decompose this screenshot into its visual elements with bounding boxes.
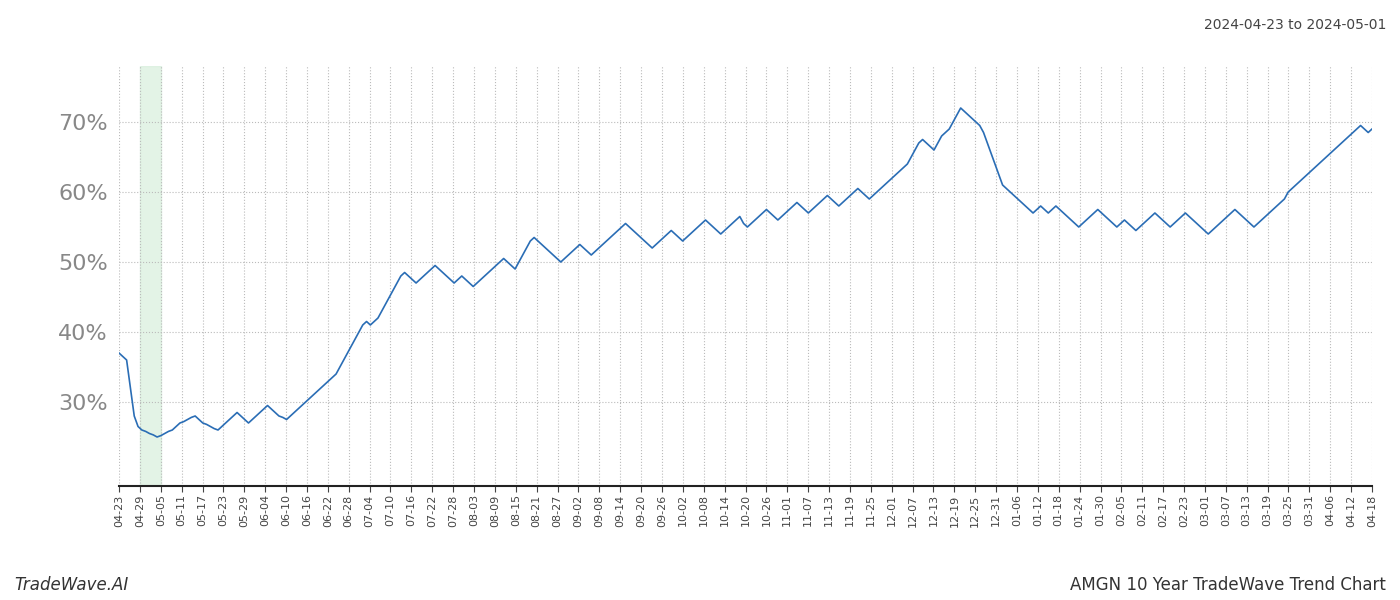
Text: AMGN 10 Year TradeWave Trend Chart: AMGN 10 Year TradeWave Trend Chart: [1070, 576, 1386, 594]
Text: 2024-04-23 to 2024-05-01: 2024-04-23 to 2024-05-01: [1204, 18, 1386, 32]
Text: TradeWave.AI: TradeWave.AI: [14, 576, 129, 594]
Bar: [140, 66, 161, 486]
